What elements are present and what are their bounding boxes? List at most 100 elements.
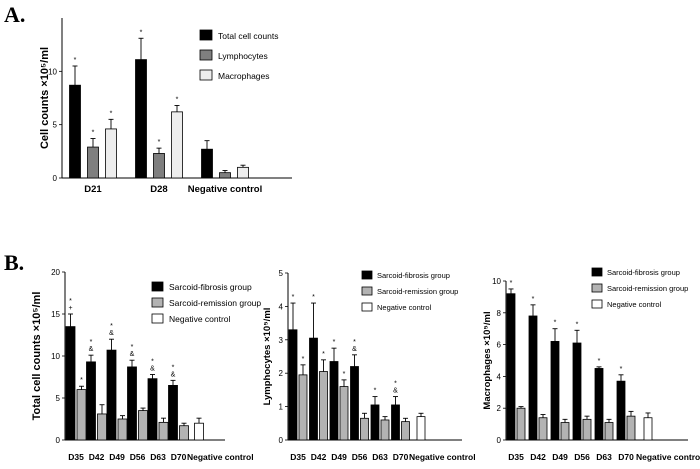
significance-mark: * (394, 381, 397, 388)
significance-mark: * (172, 364, 175, 371)
significance-mark: * (620, 366, 623, 373)
bar (105, 128, 117, 179)
significance-mark: * (110, 323, 113, 330)
bar (219, 172, 231, 179)
y-tick-label: 0 (53, 174, 58, 183)
significance-mark: * (554, 320, 557, 327)
x-tick-label: D21 (84, 184, 102, 195)
bar (350, 366, 359, 441)
y-tick-label: 5 (53, 121, 58, 130)
y-tick-label: 0 (56, 436, 61, 445)
y-tick-label: 2 (497, 404, 502, 413)
legend-swatch (151, 297, 164, 308)
bar (288, 329, 298, 441)
y-tick-label: 10 (48, 67, 57, 76)
legend-label: Sarcoid-remission group (169, 298, 261, 308)
bar (69, 84, 81, 179)
bar (147, 378, 158, 441)
x-tick-label: Negative control (187, 452, 254, 462)
x-tick-label: D49 (109, 452, 125, 462)
bar (127, 366, 137, 441)
bar (171, 111, 183, 179)
y-tick-label: 10 (492, 277, 501, 286)
significance-mark: & (130, 351, 135, 358)
bar (604, 422, 614, 441)
bar (582, 418, 592, 441)
legend-swatch (199, 29, 213, 41)
bar (138, 410, 148, 441)
significance-mark: * (92, 130, 95, 137)
significance-mark: * (131, 344, 134, 351)
significance-mark: * (292, 294, 295, 301)
x-tick-label: D63 (372, 452, 388, 462)
y-tick-label: 20 (51, 268, 60, 277)
bar (594, 368, 604, 441)
significance-mark: * (312, 294, 315, 301)
legend-label: Lymphocytes (218, 51, 268, 61)
significance-mark: & (109, 330, 114, 337)
significance-mark: * (158, 139, 161, 146)
bar (572, 342, 582, 441)
bar (391, 404, 400, 441)
legend-label: Sarcoid-fibrosis group (169, 282, 252, 292)
x-tick-label: D70 (171, 452, 187, 462)
x-tick-label: D70 (393, 452, 409, 462)
chart-b-lymphocytes: 0 1 2 3 4 5 Lymphocytes ×10⁵/ml * * D35 * * D42 * * D49… (262, 269, 476, 462)
legend-label: Sarcoid-fibrosis group (377, 271, 450, 280)
y-axis-label: Lymphocytes ×10⁵/ml (262, 308, 273, 406)
legend-label: Macrophages (218, 71, 270, 81)
bar (201, 148, 213, 179)
panel-label-a: A. (4, 2, 25, 27)
bar (319, 371, 328, 441)
legend-swatch (199, 49, 213, 61)
legend-label: Sarcoid-fibrosis group (607, 268, 680, 277)
bar (309, 337, 318, 441)
bar (401, 421, 410, 441)
y-tick-label: 5 (56, 394, 61, 403)
significance-mark: & (352, 346, 357, 353)
x-tick-label: D56 (130, 452, 146, 462)
y-axis-label: Cell counts ×10⁵/ml (39, 47, 51, 149)
legend-swatch (361, 270, 373, 280)
bar (86, 361, 96, 441)
significance-mark: & (171, 371, 176, 378)
chart-b-macrophages: 0 2 4 6 8 10 Macrophages ×10⁵/ml * D35 * D42 * D49 * D… (482, 267, 700, 462)
legend-label: Negative control (377, 303, 432, 312)
y-tick-label: 0 (279, 436, 284, 445)
y-tick-label: 1 (279, 403, 284, 412)
y-tick-label: 0 (497, 436, 502, 445)
legend-swatch (591, 267, 603, 277)
x-tick-label: D56 (574, 452, 590, 462)
significance-mark: * (151, 358, 154, 365)
bar (194, 422, 204, 441)
y-axis-label: Macrophages ×10⁵/ml (482, 311, 493, 409)
x-tick-label: D70 (618, 452, 634, 462)
bar (298, 374, 308, 441)
legend-swatch (361, 302, 373, 312)
legend-label: Negative control (169, 314, 231, 324)
bar (416, 416, 426, 441)
legend-label: Sarcoid-remission group (377, 287, 458, 296)
significance-mark: * (80, 377, 83, 384)
significance-mark: + (68, 305, 72, 312)
x-tick-label: D49 (331, 452, 347, 462)
x-tick-label: D35 (290, 452, 306, 462)
bar (87, 146, 99, 179)
bar (506, 293, 516, 441)
significance-mark: * (333, 339, 336, 346)
y-tick-label: 2 (279, 369, 284, 378)
y-tick-label: 4 (497, 372, 502, 381)
significance-mark: & (393, 388, 398, 395)
legend-swatch (151, 281, 164, 292)
legend-swatch (591, 283, 603, 293)
bar (135, 59, 147, 179)
significance-mark: & (89, 346, 94, 353)
bar (168, 384, 178, 441)
y-tick-label: 4 (279, 302, 284, 311)
bar (329, 361, 339, 441)
bar (626, 415, 636, 441)
bar (117, 418, 128, 441)
bar (76, 389, 87, 441)
bar (528, 315, 538, 441)
